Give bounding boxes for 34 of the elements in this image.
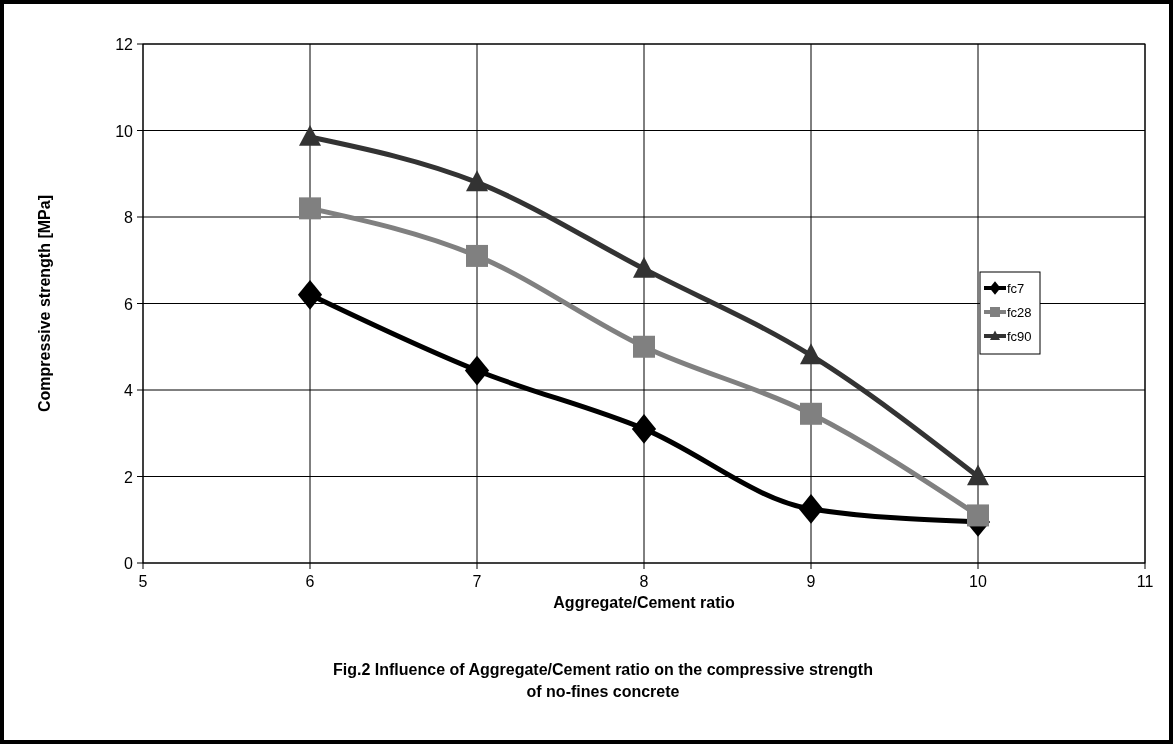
- point: [800, 402, 822, 425]
- legend-label: fc90: [1007, 329, 1032, 344]
- x-tick-label: 11: [1136, 573, 1154, 590]
- point: [798, 494, 824, 524]
- x-tick-label: 6: [305, 573, 315, 590]
- point: [299, 197, 321, 220]
- point: [297, 280, 323, 310]
- x-tick-label: 5: [138, 573, 148, 590]
- y-tick-label: 2: [124, 468, 134, 486]
- point: [464, 355, 490, 386]
- point: [466, 244, 488, 267]
- legend-label: fc28: [1007, 305, 1032, 320]
- x-tick-label: 7: [472, 573, 482, 590]
- point: [299, 124, 321, 146]
- y-tick-label: 10: [115, 122, 134, 140]
- x-tick-label: 9: [806, 573, 816, 590]
- text: Fig.2 Influence of Aggregate/Cement ratio on the compressive strength of no-fines concrete: [333, 661, 873, 700]
- x-tick-label: 8: [639, 573, 649, 590]
- y-tick-label: 8: [124, 209, 134, 226]
- y-axis-title: Compressive strength [MPa]: [36, 195, 53, 412]
- y-tick-label: 4: [124, 382, 134, 399]
- point: [967, 464, 989, 486]
- point: [633, 256, 655, 278]
- point: [631, 414, 657, 444]
- point: [466, 170, 488, 192]
- point: [800, 343, 822, 365]
- point: [633, 335, 655, 358]
- y-tick-label: 0: [124, 555, 134, 572]
- y-tick-label: 6: [124, 295, 134, 313]
- x-tick-label: 10: [969, 573, 987, 590]
- point: [967, 504, 989, 527]
- x-axis-title: Aggregate/Cement ratio: [553, 594, 735, 611]
- y-tick-label: 12: [115, 36, 134, 53]
- legend-label: fc7: [1007, 281, 1025, 296]
